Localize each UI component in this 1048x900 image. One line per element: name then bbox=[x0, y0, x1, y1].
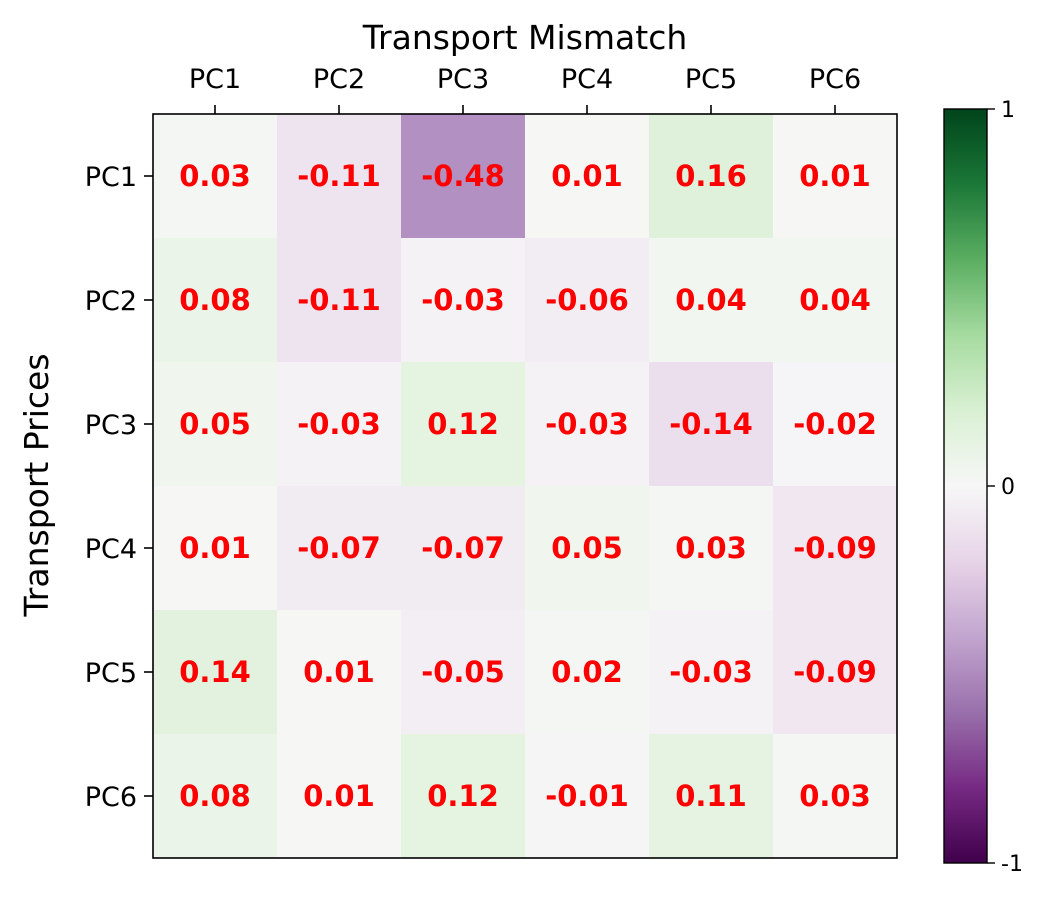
x-tick-label: PC5 bbox=[685, 64, 737, 95]
heatmap-cell-label: -0.09 bbox=[793, 531, 877, 565]
heatmap-cell bbox=[773, 114, 898, 239]
heatmap-cell-label: -0.07 bbox=[297, 531, 381, 565]
heatmap-cell bbox=[773, 734, 898, 859]
heatmap-cell bbox=[401, 486, 526, 611]
heatmap-cell-label: 0.04 bbox=[675, 283, 747, 317]
colorbar bbox=[943, 108, 988, 864]
heatmap-cell-label: 0.11 bbox=[675, 779, 747, 813]
heatmap-cell-label: -0.02 bbox=[793, 407, 877, 441]
heatmap-cell bbox=[773, 486, 898, 611]
heatmap-cell bbox=[773, 238, 898, 363]
heatmap-cell bbox=[401, 362, 526, 487]
colorbar-tick-label: 1 bbox=[1001, 98, 1015, 123]
heatmap-cell-label: 0.05 bbox=[551, 531, 623, 565]
heatmap-cell-label: -0.01 bbox=[545, 779, 629, 813]
heatmap-cell bbox=[773, 362, 898, 487]
heatmap-cell bbox=[153, 238, 278, 363]
heatmap-cell-label: 0.01 bbox=[179, 531, 251, 565]
heatmap-cell-labels: 0.03 -0.11 -0.48 0.01 0.16 0.01 0.08 -0.11 -0.03… bbox=[179, 159, 877, 813]
x-tick-label: PC6 bbox=[809, 64, 861, 95]
heatmap-cell bbox=[649, 114, 774, 239]
heatmap-cell bbox=[277, 238, 402, 363]
heatmap-cell bbox=[649, 486, 774, 611]
heatmap-cell bbox=[153, 486, 278, 611]
heatmap-cell bbox=[153, 610, 278, 735]
heatmap-cell-label: -0.03 bbox=[669, 655, 753, 689]
heatmap-cell-label: 0.03 bbox=[799, 779, 871, 813]
heatmap-cell-label: -0.09 bbox=[793, 655, 877, 689]
x-tick-label: PC4 bbox=[561, 64, 613, 95]
heatmap-cell-label: -0.05 bbox=[421, 655, 505, 689]
heatmap-cell-label: -0.06 bbox=[545, 283, 629, 317]
heatmap-cell bbox=[649, 734, 774, 859]
heatmap-cell bbox=[525, 362, 650, 487]
heatmap-cell bbox=[277, 486, 402, 611]
y-tick-label: PC1 bbox=[85, 162, 137, 193]
heatmap-cell bbox=[401, 238, 526, 363]
y-axis-ticks: PC1 PC2 PC3 PC4 PC5 PC6 bbox=[85, 162, 153, 813]
heatmap-cell bbox=[401, 610, 526, 735]
heatmap-cell-label: -0.11 bbox=[297, 283, 381, 317]
x-tick-label: PC2 bbox=[313, 64, 365, 95]
heatmap-cell-label: 0.03 bbox=[675, 531, 747, 565]
y-tick-label: PC5 bbox=[85, 658, 137, 689]
heatmap-cell bbox=[649, 362, 774, 487]
heatmap-cell-label: -0.14 bbox=[669, 407, 753, 441]
y-axis-label: Transport Prices bbox=[17, 353, 56, 617]
heatmap-cell-label: 0.01 bbox=[551, 159, 623, 193]
heatmap-cell bbox=[525, 734, 650, 859]
heatmap-cell bbox=[153, 734, 278, 859]
x-tick-label: PC1 bbox=[189, 64, 241, 95]
heatmap-cell bbox=[401, 734, 526, 859]
heatmap-cell-label: 0.14 bbox=[179, 655, 251, 689]
heatmap-cell-label: 0.01 bbox=[303, 779, 375, 813]
heatmap-cell bbox=[277, 114, 402, 239]
heatmap-cell bbox=[153, 362, 278, 487]
heatmap-cell bbox=[525, 114, 650, 239]
colorbar-tick-label: -1 bbox=[1001, 852, 1023, 877]
heatmap-cell-label: 0.02 bbox=[551, 655, 623, 689]
heatmap-cell-label: 0.08 bbox=[179, 283, 251, 317]
colorbar-ticks: 1 0 -1 bbox=[987, 98, 1023, 877]
x-tick-label: PC3 bbox=[437, 64, 489, 95]
heatmap-cell-label: 0.12 bbox=[427, 407, 499, 441]
heatmap-cell-label: 0.16 bbox=[675, 159, 747, 193]
heatmap-cell bbox=[773, 610, 898, 735]
heatmap-cell bbox=[525, 486, 650, 611]
heatmap-cell-label: -0.03 bbox=[421, 283, 505, 317]
heatmap-cell-label: -0.03 bbox=[545, 407, 629, 441]
heatmap-cell-label: -0.48 bbox=[421, 159, 505, 193]
heatmap-cell-label: -0.07 bbox=[421, 531, 505, 565]
heatmap-cell bbox=[525, 238, 650, 363]
heatmap-cell bbox=[277, 734, 402, 859]
heatmap-cell bbox=[401, 114, 526, 239]
heatmap-cell bbox=[525, 610, 650, 735]
heatmap-cell bbox=[277, 362, 402, 487]
heatmap-cell-label: 0.01 bbox=[303, 655, 375, 689]
y-tick-label: PC6 bbox=[85, 782, 137, 813]
chart-title: Transport Mismatch bbox=[362, 18, 688, 57]
y-tick-label: PC3 bbox=[85, 410, 137, 441]
heatmap-cell-label: 0.12 bbox=[427, 779, 499, 813]
heatmap-cell-label: 0.05 bbox=[179, 407, 251, 441]
heatmap-cell-label: -0.03 bbox=[297, 407, 381, 441]
heatmap-cell-label: 0.01 bbox=[799, 159, 871, 193]
heatmap-cell-label: 0.04 bbox=[799, 283, 871, 317]
colorbar-tick-label: 0 bbox=[1001, 475, 1015, 500]
x-axis-ticks: PC1 PC2 PC3 PC4 PC5 PC6 bbox=[189, 64, 861, 114]
heatmap-cells bbox=[153, 114, 898, 859]
heatmap-cell-label: 0.08 bbox=[179, 779, 251, 813]
heatmap-cell bbox=[649, 610, 774, 735]
y-tick-label: PC4 bbox=[85, 534, 137, 565]
heatmap-cell bbox=[649, 238, 774, 363]
heatmap-cell bbox=[153, 114, 278, 239]
y-tick-label: PC2 bbox=[85, 286, 137, 317]
heatmap-cell-label: 0.03 bbox=[179, 159, 251, 193]
heatmap-cell-label: -0.11 bbox=[297, 159, 381, 193]
plot-frame bbox=[152, 113, 898, 859]
heatmap-cell bbox=[277, 610, 402, 735]
